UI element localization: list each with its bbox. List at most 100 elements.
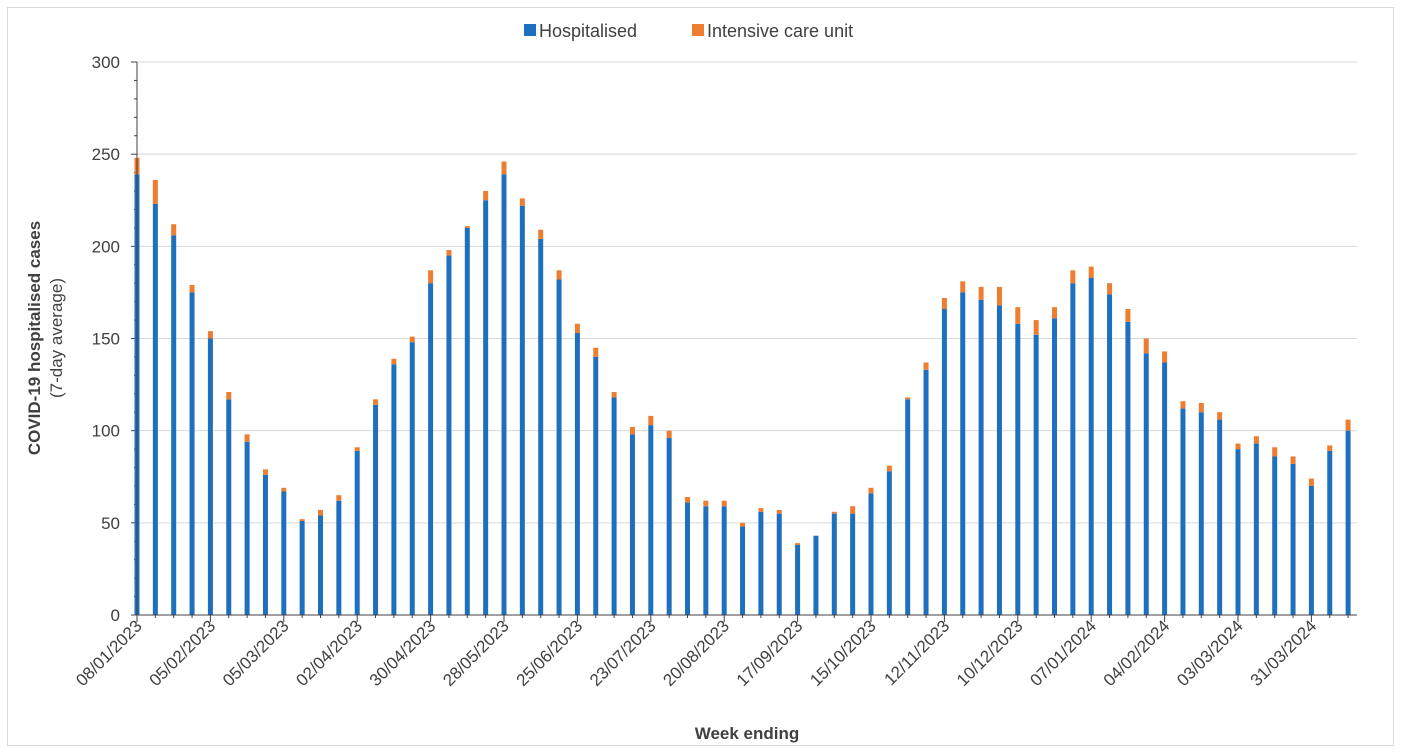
bar-icu bbox=[244, 434, 250, 442]
x-tick-label: 05/03/2023 bbox=[219, 616, 293, 690]
bar-icu bbox=[318, 509, 323, 516]
legend-label-hospitalised: Hospitalised bbox=[539, 21, 637, 41]
bar-icu bbox=[1308, 478, 1314, 486]
x-tick-label: 31/03/2024 bbox=[1247, 616, 1321, 690]
bar-hospitalised bbox=[428, 283, 434, 615]
bar-hospitalised bbox=[1033, 334, 1039, 615]
bar-hospitalised bbox=[850, 513, 856, 615]
bar-icu bbox=[629, 426, 635, 435]
bar-hospitalised bbox=[226, 399, 232, 615]
bar-hospitalised bbox=[831, 513, 837, 615]
x-tick-label: 10/12/2023 bbox=[953, 616, 1027, 690]
bar-hospitalised bbox=[446, 255, 452, 616]
bar-icu bbox=[446, 250, 452, 256]
bar-hospitalised bbox=[189, 292, 195, 615]
bar-hospitalised bbox=[464, 227, 470, 615]
y-axis-title: COVID-19 hospitalised cases bbox=[25, 221, 44, 455]
bar-hospitalised bbox=[152, 203, 158, 616]
bar-hospitalised bbox=[996, 305, 1002, 615]
bar-icu bbox=[795, 543, 801, 545]
bar-icu bbox=[666, 430, 672, 439]
x-tick-label: 15/10/2023 bbox=[806, 616, 880, 690]
x-tick-label: 03/03/2024 bbox=[1173, 616, 1247, 690]
bar-icu bbox=[464, 226, 470, 228]
bar-icu bbox=[574, 323, 580, 333]
y-tick-label: 250 bbox=[92, 145, 120, 164]
y-tick-label: 50 bbox=[101, 514, 120, 533]
bar-hospitalised bbox=[519, 205, 525, 615]
bar-hospitalised bbox=[941, 309, 947, 615]
bar-icu bbox=[373, 399, 379, 405]
x-tick-label: 28/05/2023 bbox=[439, 616, 513, 690]
bar-icu bbox=[886, 465, 892, 472]
bar-icu bbox=[1070, 270, 1076, 284]
bar-hospitalised bbox=[1253, 443, 1259, 615]
bar-icu bbox=[1125, 309, 1131, 322]
x-tick-label: 02/04/2023 bbox=[292, 616, 366, 690]
bar-icu bbox=[262, 469, 268, 475]
x-tick-label: 30/04/2023 bbox=[366, 616, 440, 690]
bar-hospitalised bbox=[886, 471, 892, 615]
bar-icu bbox=[1345, 419, 1351, 431]
bar-hospitalised bbox=[373, 404, 379, 615]
bar-icu bbox=[538, 229, 544, 239]
bar-icu bbox=[281, 487, 287, 492]
bar-icu bbox=[1107, 283, 1113, 295]
y-tick-label: 100 bbox=[92, 422, 120, 441]
bar-icu bbox=[354, 447, 360, 451]
bar-icu bbox=[960, 281, 966, 293]
y-tick-label: 0 bbox=[111, 606, 120, 625]
bar-icu bbox=[978, 286, 984, 300]
bar-hospitalised bbox=[813, 535, 819, 615]
bar-hospitalised bbox=[1198, 412, 1204, 615]
bar-hospitalised bbox=[391, 364, 397, 615]
bar-hospitalised bbox=[703, 506, 709, 615]
bar-hospitalised bbox=[721, 506, 727, 615]
x-tick-label: 08/01/2023 bbox=[72, 616, 146, 690]
bar-hospitalised bbox=[281, 491, 287, 615]
bar-icu bbox=[1180, 401, 1186, 409]
legend-label-icu: Intensive care unit bbox=[707, 21, 853, 41]
bar-icu bbox=[1033, 320, 1039, 335]
bar-hospitalised bbox=[611, 397, 617, 615]
bar-hospitalised bbox=[354, 450, 360, 615]
x-tick-label: 17/09/2023 bbox=[733, 616, 807, 690]
bar-hospitalised bbox=[1143, 353, 1149, 615]
bar-icu bbox=[519, 198, 525, 206]
bar-icu bbox=[483, 191, 489, 201]
bar-hospitalised bbox=[1327, 450, 1333, 615]
bar-icu bbox=[1217, 412, 1223, 420]
x-tick-label: 04/02/2024 bbox=[1100, 616, 1174, 690]
bar-icu bbox=[685, 497, 690, 503]
bar-icu bbox=[428, 270, 434, 284]
x-tick-label: 07/01/2024 bbox=[1026, 616, 1100, 690]
bar-hospitalised bbox=[1345, 430, 1351, 615]
bar-icu bbox=[611, 391, 617, 398]
bar-hospitalised bbox=[1088, 277, 1094, 615]
bar-hospitalised bbox=[666, 438, 672, 615]
bar-hospitalised bbox=[1180, 408, 1186, 615]
bar-hospitalised bbox=[1052, 318, 1057, 615]
bar-hospitalised bbox=[318, 515, 323, 615]
bar-icu bbox=[299, 519, 305, 521]
bar-hospitalised bbox=[978, 299, 984, 615]
x-tick-label: 23/07/2023 bbox=[586, 616, 660, 690]
bar-hospitalised bbox=[1015, 323, 1021, 615]
legend-swatch-icu bbox=[692, 24, 704, 36]
bar-icu bbox=[1253, 436, 1259, 444]
bar-icu bbox=[171, 224, 177, 236]
bar-hospitalised bbox=[409, 342, 415, 615]
bar-hospitalised bbox=[1125, 321, 1131, 615]
bar-hospitalised bbox=[868, 493, 874, 615]
bar-icu bbox=[1143, 338, 1149, 354]
bar-icu bbox=[740, 522, 746, 527]
bar-icu bbox=[1162, 351, 1168, 363]
bar-hospitalised bbox=[1107, 294, 1113, 615]
bar-icu bbox=[501, 161, 507, 175]
bar-icu bbox=[850, 506, 856, 514]
bar-hospitalised bbox=[740, 526, 746, 615]
bar-icu bbox=[923, 362, 929, 370]
x-tick-label: 05/02/2023 bbox=[146, 616, 220, 690]
bar-hospitalised bbox=[648, 425, 654, 615]
bar-icu bbox=[207, 331, 213, 339]
